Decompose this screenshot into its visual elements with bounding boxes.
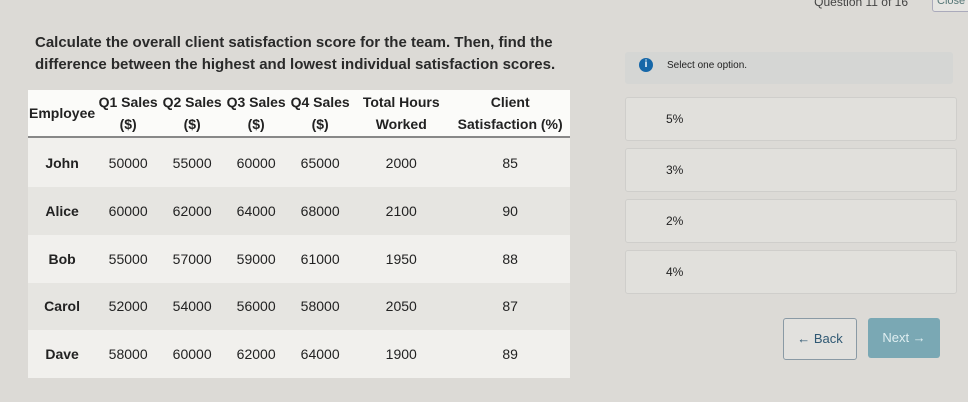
close-button[interactable]: Close [932,0,968,12]
table-cell: 55000 [108,250,148,267]
option-label: 3% [666,163,684,177]
table-cell: 56000 [224,282,289,331]
option-label: 5% [666,112,684,126]
col-header: Q3 Sales ($) [224,90,289,138]
table-cell: 1900 [385,346,417,363]
table-cell: 62000 [160,187,225,235]
table-cell: 57000 [172,250,212,267]
option-4[interactable]: 4% [625,250,957,294]
table-cell: 65000 [300,154,340,171]
table-row: Carol 52000 54000 56000 58000 2050 87 [28,282,570,331]
table-cell: 59000 [236,250,276,267]
table-row: Bob 55000 57000 59000 61000 1950 88 [28,235,570,283]
employee-name: Dave [45,346,79,363]
table-cell: 68000 [288,187,353,235]
next-button[interactable]: Next → [868,318,940,358]
table-cell: 2100 [352,187,451,235]
table-cell: 89 [502,346,518,363]
employee-name: Bob [48,250,76,267]
table-cell: 52000 [96,282,161,331]
employee-name: Alice [28,187,97,235]
info-icon: i [639,58,653,72]
option-label: 4% [666,265,684,279]
table-cell: 87 [450,282,570,331]
option-1[interactable]: 5% [625,97,957,141]
employee-name: Carol [28,282,97,331]
back-button[interactable]: ← Back [783,318,857,360]
table-cell: 54000 [160,282,225,331]
data-table: Employee Q1 Sales ($) Q2 Sales ($) Q3 Sa… [28,90,570,378]
table-cell: 1950 [385,250,417,267]
col-header: Employee [28,90,97,138]
table-cell: 64000 [300,346,340,363]
table-cell: 60000 [236,154,276,171]
table-row: Dave 58000 60000 62000 64000 1900 89 [28,330,570,378]
table-cell: 85 [502,154,518,171]
col-header: Q4 Sales ($) [288,90,353,138]
table-cell: 58000 [108,346,148,363]
table-cell: 90 [450,187,570,235]
col-header: Client Satisfaction (%) [450,90,570,138]
col-header: Q2 Sales ($) [160,90,225,138]
question-text: Calculate the overall client satisfactio… [35,34,556,73]
col-header: Total Hours Worked [352,90,451,138]
table-cell: 2000 [385,154,417,171]
table-cell: 50000 [108,154,148,171]
table-row: John 50000 55000 60000 65000 2000 85 [28,137,570,187]
table-cell: 88 [502,250,518,267]
table-cell: 62000 [236,346,276,363]
option-2[interactable]: 3% [625,148,957,192]
table-cell: 64000 [224,187,289,235]
top-bar: Question 11 of 16 Close [0,0,968,14]
table-cell: 58000 [288,282,353,331]
table-cell: 61000 [300,250,340,267]
instruction-text: Select one option. [667,60,748,71]
col-header: Q1 Sales ($) [96,90,161,138]
table-cell: 2050 [352,282,451,331]
table-cell: 55000 [172,154,212,171]
table-row: Alice 60000 62000 64000 68000 2100 90 [28,187,570,235]
option-label: 2% [666,214,684,228]
instruction-banner: i Select one option. [625,52,953,84]
option-3[interactable]: 2% [625,199,957,243]
employee-name: John [45,154,79,171]
table-cell: 60000 [172,346,212,363]
table-cell: 60000 [96,187,161,235]
question-counter: Question 11 of 16 [814,0,908,9]
